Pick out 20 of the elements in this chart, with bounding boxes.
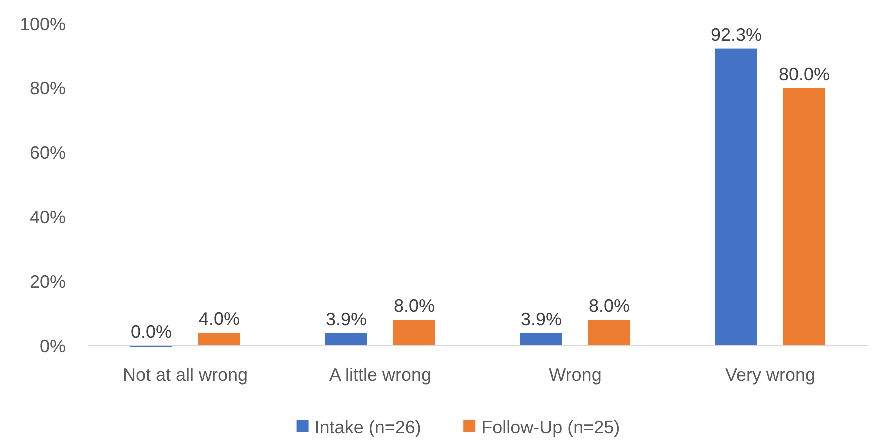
data-label: 92.3% — [710, 24, 762, 45]
data-label: 8.0% — [588, 296, 630, 316]
y-tick-label: 60% — [30, 143, 66, 164]
data-label: 8.0% — [394, 296, 436, 316]
x-tick-label: Very wrong — [725, 365, 816, 385]
y-tick-label: 100% — [20, 14, 66, 34]
legend-label: Follow-Up (n=25) — [482, 417, 620, 438]
x-tick-label: Not at all wrong — [122, 365, 248, 385]
y-tick-label: 40% — [30, 208, 66, 228]
data-label: 4.0% — [198, 309, 240, 330]
legend-label: Intake (n=26) — [314, 417, 422, 438]
x-tick-label: Wrong — [549, 365, 602, 385]
data-label: 3.9% — [326, 309, 368, 330]
y-tick-label: 0% — [40, 336, 66, 356]
data-label: 3.9% — [520, 309, 562, 330]
x-tick-label: A little wrong — [329, 365, 432, 385]
y-tick-label: 20% — [30, 272, 66, 292]
data-label: 80.0% — [778, 64, 830, 84]
y-tick-label: 80% — [30, 78, 66, 99]
data-label: 0.0% — [130, 322, 172, 342]
